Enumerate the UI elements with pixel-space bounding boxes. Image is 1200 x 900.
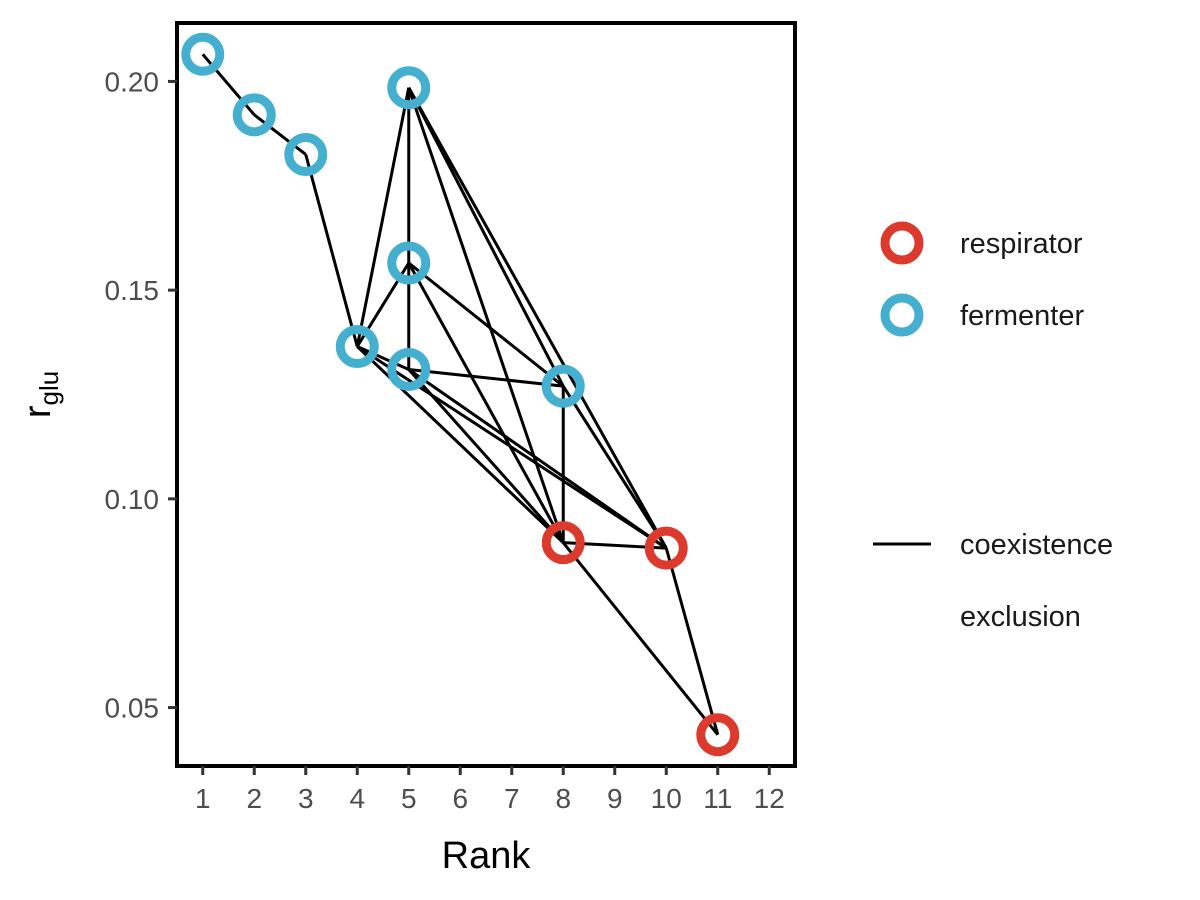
x-tick-label-6: 6 [452, 783, 468, 814]
legend-key-respirator [880, 221, 924, 265]
legend-label-fermenter: fermenter [960, 300, 1084, 332]
x-tick-label-8: 8 [555, 783, 571, 814]
fermenter-point-f6 [387, 241, 431, 285]
edge-coexistence-f4-r2 [356, 345, 668, 550]
edge-coexistence-f6-r1 [407, 262, 565, 544]
edge-coexistence-f7-f8 [408, 367, 564, 388]
x-tick-label-3: 3 [298, 783, 314, 814]
edge-coexistence-f5-r1 [407, 87, 565, 544]
x-tick-label-12: 12 [754, 783, 785, 814]
legend-label-respirator: respirator [960, 228, 1083, 260]
y-tick-label-0.15: 0.15 [105, 275, 160, 306]
y-axis-title-subscript: glu [34, 371, 64, 406]
x-tick-label-1: 1 [195, 783, 211, 814]
point-legend: respirator fermenter [880, 221, 1084, 337]
legend-key-fermenter [880, 293, 924, 337]
edge-coexistence-f3-f4 [304, 154, 359, 347]
edge-coexistence-f4-f5 [355, 87, 411, 347]
x-tick-label-9: 9 [607, 783, 623, 814]
respirator-point-r2 [644, 526, 688, 570]
edge-coexistence-r2-r3 [664, 547, 720, 736]
legend-label-exclusion: exclusion [960, 601, 1081, 633]
y-tick-label-0.05: 0.05 [105, 693, 160, 724]
respirator-point-r1 [541, 521, 585, 565]
edge-coexistence-f2-f3 [253, 113, 307, 156]
x-tick-label-10: 10 [651, 783, 682, 814]
edge-coexistence-f5-f8 [407, 87, 565, 387]
y-axis-title-main: r [17, 405, 59, 418]
edge-coexistence-f6-f8 [407, 261, 565, 388]
plot-panel-border [175, 21, 797, 768]
data-points [181, 32, 740, 757]
y-axis-title: rglu [17, 371, 64, 418]
x-axis-title: Rank [442, 835, 532, 877]
edge-coexistence-r1-r3 [562, 541, 719, 736]
y-tick-label-0.20: 0.20 [105, 66, 160, 97]
respirator-point-r3 [696, 713, 740, 757]
edge-coexistence-f5-r2 [407, 86, 668, 549]
x-tick-label-5: 5 [401, 783, 417, 814]
fermenter-point-f4 [335, 324, 379, 368]
legend-label-coexistence: coexistence [960, 529, 1113, 561]
fermenter-point-f7 [387, 347, 431, 391]
line-legend: coexistence exclusion [873, 529, 1113, 633]
fermenter-point-f1 [181, 32, 225, 76]
y-tick-label-0.10: 0.10 [105, 484, 160, 515]
fermenter-point-f3 [284, 132, 328, 176]
fermenter-point-f5 [387, 66, 431, 110]
fermenter-point-f8 [541, 364, 585, 408]
x-tick-label-2: 2 [246, 783, 262, 814]
x-tick-label-4: 4 [349, 783, 365, 814]
edge-coexistence-f8-r2 [561, 385, 668, 549]
x-tick-label-7: 7 [504, 783, 520, 814]
fermenter-point-f2 [232, 93, 276, 137]
y-axis: 0.05 0.10 0.15 0.20 [105, 66, 177, 724]
x-axis: 1 2 3 4 5 6 7 8 9 10 11 12 [195, 766, 785, 814]
x-tick-label-11: 11 [703, 783, 732, 814]
